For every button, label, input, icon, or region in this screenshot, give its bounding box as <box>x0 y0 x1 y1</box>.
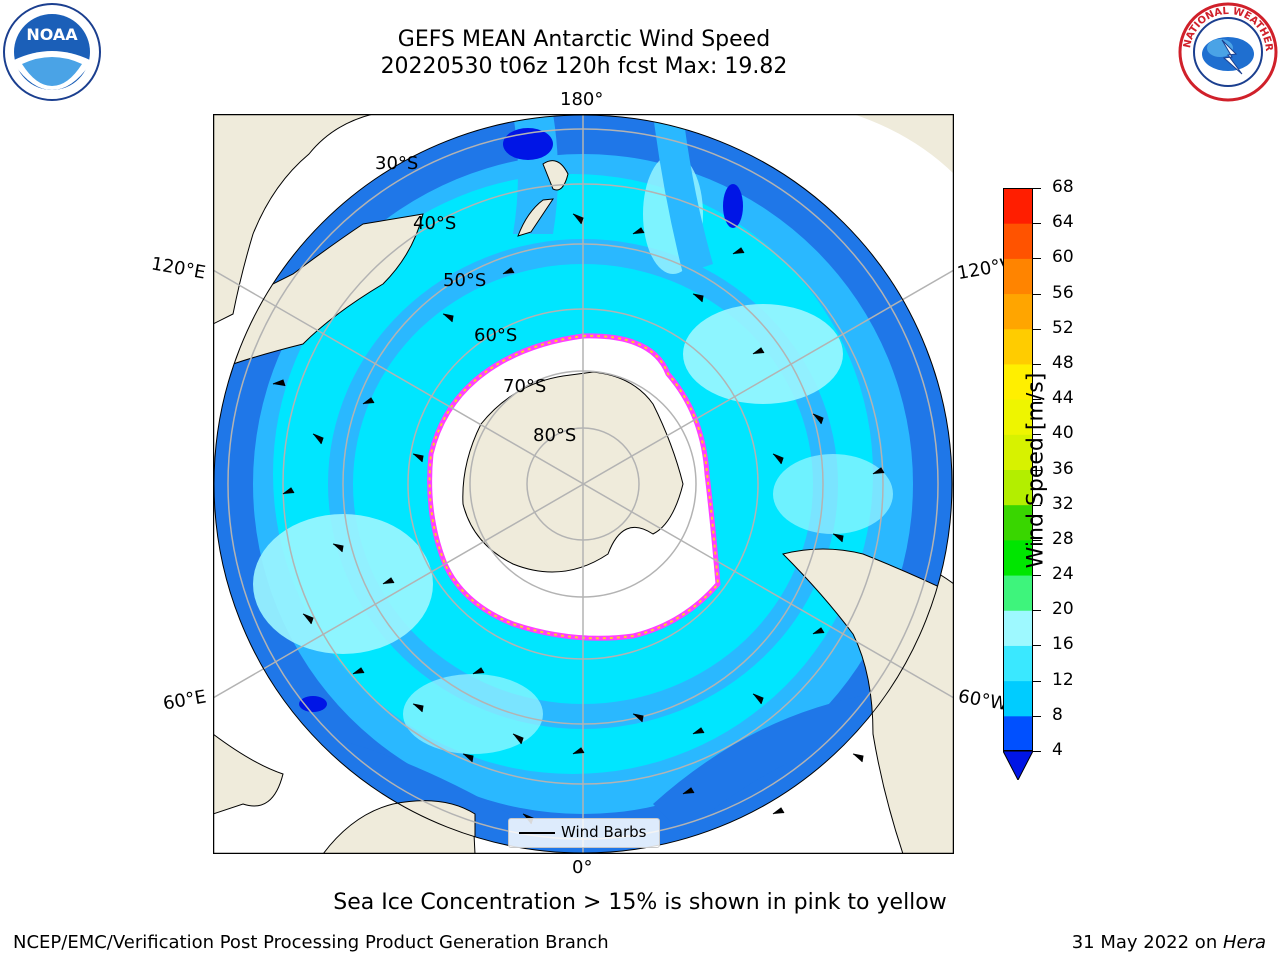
colorbar-cell <box>1003 293 1033 330</box>
colorbar-tick-label: 36 <box>1052 458 1074 479</box>
colorbar-cell <box>1003 715 1033 752</box>
map-title: GEFS MEAN Antarctic Wind Speed <box>397 27 771 52</box>
colorbar-tick-label: 8 <box>1052 704 1063 725</box>
colorbar-title: Wind Speed [m/s] <box>1023 372 1049 569</box>
colorbar-cell <box>1003 539 1033 576</box>
colorbar-tick-label: 56 <box>1052 282 1074 303</box>
lat-label-70s: 70°S <box>503 376 547 397</box>
lat-label-50s: 50°S <box>443 270 487 291</box>
colorbar-tick-label: 16 <box>1052 634 1074 655</box>
colorbar-tick-label: 40 <box>1052 423 1074 444</box>
colorbar-tick <box>1033 258 1041 260</box>
noaa-logo: NOAA <box>3 3 101 101</box>
wind-barb-legend-line <box>519 832 555 834</box>
colorbar-tick <box>1033 188 1041 189</box>
colorbar-cell <box>1003 258 1033 295</box>
polar-map <box>213 114 954 854</box>
wind-barbs <box>272 213 885 825</box>
colorbar-tick-label: 12 <box>1052 669 1074 690</box>
colorbar-tick-label: 52 <box>1052 317 1074 338</box>
colorbar-cell <box>1003 399 1033 435</box>
colorbar-tick-label: 20 <box>1052 599 1074 620</box>
map-subtitle: 20220530 t06z 120h fcst Max: 19.82 <box>380 54 788 79</box>
colorbar-cell <box>1003 680 1033 717</box>
colorbar-cell <box>1003 610 1033 646</box>
colorbar-cell <box>1003 363 1033 400</box>
colorbar-tick <box>1033 575 1041 577</box>
footer-credit: NCEP/EMC/Verification Post Processing Pr… <box>13 932 609 953</box>
colorbar-cell <box>1003 223 1033 259</box>
lon-label-120e: 120°E <box>149 253 208 284</box>
colorbar-tick <box>1033 715 1041 717</box>
colorbar-tick <box>1033 539 1041 541</box>
colorbar-tick-label: 4 <box>1052 740 1063 760</box>
footer-date: 31 May 2022 on Hera <box>1072 932 1266 953</box>
colorbar-tick <box>1033 223 1041 225</box>
lat-label-80s: 80°S <box>533 425 577 446</box>
colorbar-tick-label: 24 <box>1052 564 1074 585</box>
colorbar-tick <box>1033 680 1041 682</box>
colorbar-tick <box>1033 434 1041 436</box>
colorbar-tick-label: 48 <box>1052 352 1074 373</box>
colorbar-tick <box>1033 399 1041 401</box>
colorbar-under-arrow <box>1003 750 1033 780</box>
nws-logo: NATIONAL WEATHER SERVICE <box>1178 2 1278 102</box>
colorbar-tick-label: 68 <box>1052 177 1074 197</box>
noaa-logo-text: NOAA <box>26 25 78 44</box>
colorbar-cell <box>1003 328 1033 365</box>
graticule <box>213 114 954 854</box>
colorbar-tick-label: 32 <box>1052 493 1074 514</box>
lon-label-60w: 60°W <box>956 685 1010 716</box>
lat-label-60s: 60°S <box>474 325 518 346</box>
footer-date-text: 31 May 2022 on <box>1071 932 1223 953</box>
colorbar-tick-label: 60 <box>1052 247 1074 268</box>
colorbar-tick <box>1033 293 1041 295</box>
colorbar-tick <box>1033 645 1041 647</box>
lat-label-40s: 40°S <box>413 213 457 234</box>
colorbar-tick <box>1033 504 1041 506</box>
colorbar-cell <box>1003 188 1033 224</box>
lon-label-180: 180° <box>560 89 604 110</box>
colorbar-tick <box>1033 328 1041 330</box>
lon-label-60e: 60°E <box>161 686 208 715</box>
colorbar <box>1003 188 1033 780</box>
sea-ice-caption: Sea Ice Concentration > 15% is shown in … <box>333 890 947 915</box>
colorbar-tick-label: 28 <box>1052 528 1074 549</box>
colorbar-tick-label: 44 <box>1052 388 1074 409</box>
colorbar-cell <box>1003 504 1033 541</box>
colorbar-tick <box>1033 751 1041 752</box>
colorbar-tick-label: 64 <box>1052 212 1074 233</box>
colorbar-cell <box>1003 469 1033 506</box>
colorbar-cell <box>1003 575 1033 611</box>
colorbar-tick <box>1033 469 1041 471</box>
colorbar-tick <box>1033 363 1041 365</box>
footer-host: Hera <box>1222 932 1266 953</box>
map-legend: Wind Barbs <box>508 818 660 848</box>
colorbar-cell <box>1003 645 1033 682</box>
wind-barb-legend-label: Wind Barbs <box>561 823 647 841</box>
lon-label-0: 0° <box>572 857 593 878</box>
colorbar-tick <box>1033 610 1041 612</box>
lat-label-30s: 30°S <box>375 153 419 174</box>
colorbar-cell <box>1003 434 1033 470</box>
